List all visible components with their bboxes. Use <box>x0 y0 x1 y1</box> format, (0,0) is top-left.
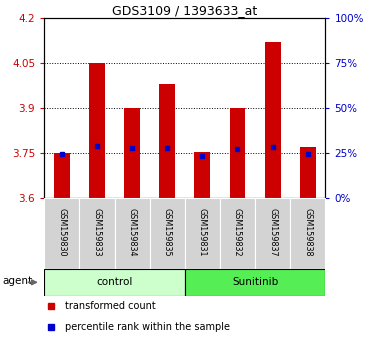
FancyBboxPatch shape <box>44 269 185 296</box>
Text: GSM159832: GSM159832 <box>233 208 242 257</box>
FancyBboxPatch shape <box>115 198 150 269</box>
Text: GSM159835: GSM159835 <box>163 208 172 257</box>
Text: percentile rank within the sample: percentile rank within the sample <box>65 322 229 332</box>
FancyBboxPatch shape <box>255 198 290 269</box>
Text: transformed count: transformed count <box>65 301 156 311</box>
Text: GSM159838: GSM159838 <box>303 208 312 257</box>
Bar <box>124 108 140 198</box>
Bar <box>159 84 175 198</box>
Bar <box>54 153 70 198</box>
Text: GSM159837: GSM159837 <box>268 208 277 257</box>
Bar <box>229 108 245 198</box>
FancyBboxPatch shape <box>220 198 255 269</box>
FancyBboxPatch shape <box>290 198 325 269</box>
Text: GSM159833: GSM159833 <box>92 208 102 257</box>
Text: GSM159830: GSM159830 <box>57 208 66 257</box>
FancyBboxPatch shape <box>44 198 79 269</box>
Text: agent: agent <box>2 276 32 286</box>
Title: GDS3109 / 1393633_at: GDS3109 / 1393633_at <box>112 4 258 17</box>
Bar <box>265 42 281 198</box>
Bar <box>300 147 316 198</box>
FancyBboxPatch shape <box>185 269 325 296</box>
Bar <box>194 152 210 198</box>
Text: control: control <box>96 277 133 287</box>
FancyBboxPatch shape <box>79 198 115 269</box>
Text: Sunitinib: Sunitinib <box>232 277 278 287</box>
Text: GSM159834: GSM159834 <box>127 208 137 257</box>
FancyBboxPatch shape <box>185 198 220 269</box>
Text: GSM159831: GSM159831 <box>198 208 207 257</box>
FancyBboxPatch shape <box>150 198 185 269</box>
Bar <box>89 63 105 198</box>
